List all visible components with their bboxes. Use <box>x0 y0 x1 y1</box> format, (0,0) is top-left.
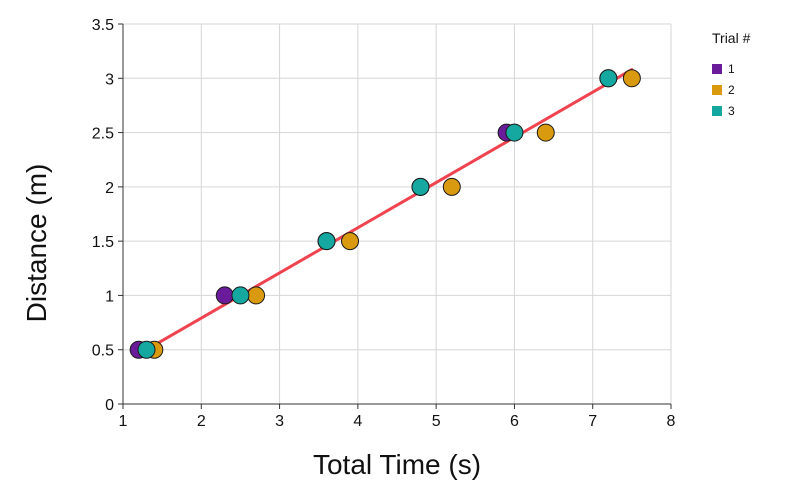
data-point-trial-3 <box>599 69 618 88</box>
x-tick-label: 3 <box>275 413 284 430</box>
data-point-trial-2 <box>247 286 266 305</box>
y-tick-label: 3 <box>105 71 114 88</box>
x-tick-label: 5 <box>432 413 441 430</box>
data-point-trial-3 <box>411 177 430 196</box>
x-axis-title: Total Time (s) <box>313 449 481 480</box>
legend-label: 3 <box>728 104 735 118</box>
x-tick-label: 7 <box>588 413 597 430</box>
data-point-trial-1 <box>215 286 234 305</box>
data-point-trial-2 <box>536 123 555 142</box>
legend-title: Trial # <box>712 30 751 46</box>
y-tick-label: 1.5 <box>92 234 114 251</box>
y-axis-title: Distance (m) <box>21 164 52 323</box>
fit-line-layer <box>144 68 634 352</box>
x-tick-label: 8 <box>667 413 676 430</box>
grid <box>122 23 672 405</box>
data-point-trial-2 <box>622 69 641 88</box>
data-point-trial-3 <box>231 286 250 305</box>
legend: Trial # 1 2 3 <box>712 30 751 118</box>
data-point-trial-3 <box>137 340 156 359</box>
y-tick-label: 2.5 <box>92 126 114 143</box>
data-point-trial-2 <box>442 177 461 196</box>
x-tick-label: 2 <box>197 413 206 430</box>
legend-label: 2 <box>728 83 735 97</box>
trend-line <box>144 68 634 352</box>
data-point-trial-2 <box>341 232 360 251</box>
data-point-trial-3 <box>505 123 524 142</box>
x-tick-label: 1 <box>119 413 128 430</box>
legend-swatch <box>712 106 722 116</box>
y-tick-label: 3.5 <box>92 17 114 34</box>
x-tick-label: 4 <box>353 413 362 430</box>
legend-swatch <box>712 64 722 74</box>
y-tick-label: 1 <box>105 288 114 305</box>
y-tick-label: 2 <box>105 180 114 197</box>
points-layer <box>129 69 641 359</box>
y-tick-label: 0 <box>105 397 114 414</box>
data-point-trial-3 <box>317 232 336 251</box>
y-tick-label: 0.5 <box>92 343 114 360</box>
axes <box>118 23 672 409</box>
legend-label: 1 <box>728 62 735 76</box>
x-tick-label: 6 <box>510 413 519 430</box>
legend-swatch <box>712 85 722 95</box>
tick-labels: 1 2 3 4 5 6 7 8 0 0.5 1 1.5 2 2.5 3 3.5 <box>92 17 676 430</box>
